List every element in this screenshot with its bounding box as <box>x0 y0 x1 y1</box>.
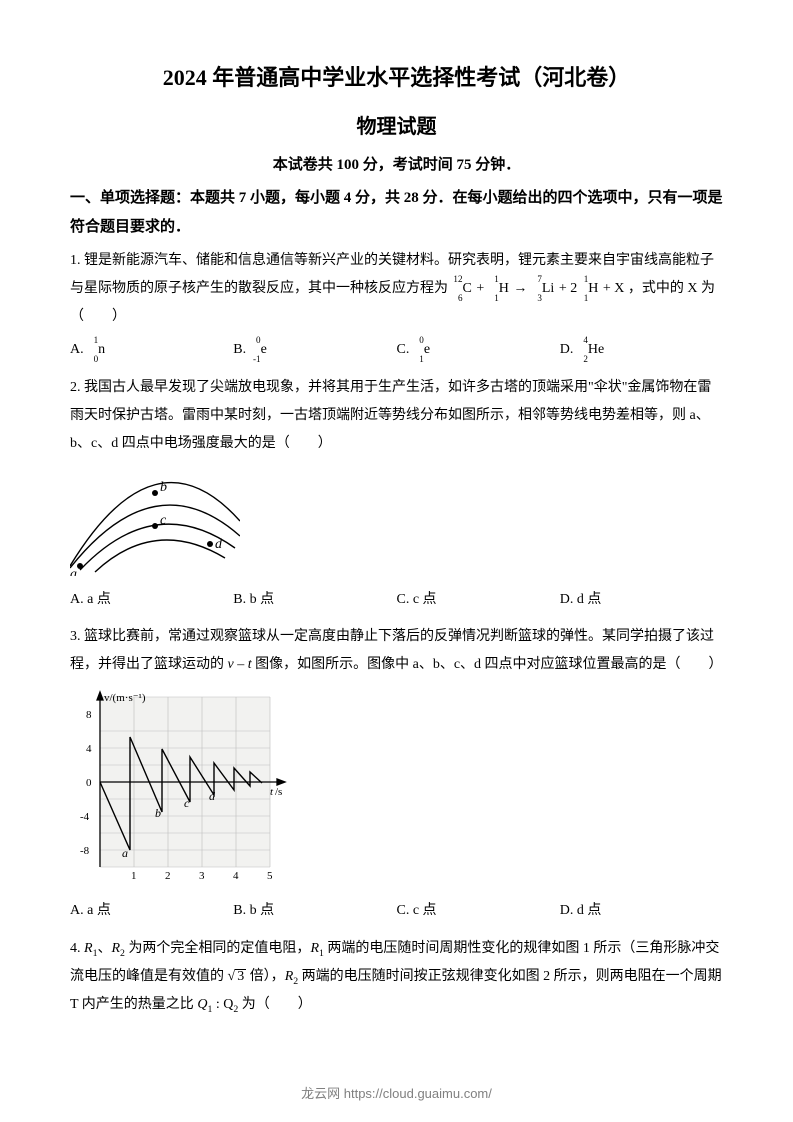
exam-info: 本试卷共 100 分，考试时间 75 分钟． <box>70 153 723 174</box>
svg-text:a: a <box>122 846 128 860</box>
question-3-options: A. a 点 B. b 点 C. c 点 D. d 点 <box>70 898 723 925</box>
svg-text:d: d <box>215 537 223 552</box>
exam-page: 2024 年普通高中学业水平选择性考试（河北卷） 物理试题 本试卷共 100 分… <box>0 0 793 1122</box>
svg-text:t: t <box>270 786 274 798</box>
svg-text:c: c <box>160 513 167 528</box>
q3-option-d: D. d 点 <box>560 898 723 925</box>
q1-option-b: B. 0-1e <box>233 337 396 364</box>
q1-equation: 126C + 11H → 73Li + 211H + X <box>452 281 628 296</box>
q1-option-c: C. 01e <box>397 337 560 364</box>
equipotential-diagram: a b c d <box>70 466 240 576</box>
question-3-figure: a b c d v/(m·s⁻¹) t/s 8 4 0 -4 -8 1 2 3 … <box>70 687 723 892</box>
q3-option-c: C. c 点 <box>397 898 560 925</box>
svg-text:0: 0 <box>86 777 92 789</box>
q3-option-b: B. b 点 <box>233 898 396 925</box>
svg-text:c: c <box>184 796 190 810</box>
question-1-text: 1. 锂是新能源汽车、储能和信息通信等新兴产业的关键材料。研究表明，锂元素主要来… <box>70 247 723 331</box>
svg-text:b: b <box>155 806 161 820</box>
svg-text:8: 8 <box>86 709 92 721</box>
q1-option-a: A. 10n <box>70 337 233 364</box>
q2-option-b: B. b 点 <box>233 587 396 614</box>
svg-text:d: d <box>209 789 216 803</box>
svg-text:4: 4 <box>86 743 92 755</box>
q4-text-f: 为（ ） <box>238 997 312 1012</box>
question-1-options: A. 10n B. 0-1e C. 01e D. 42He <box>70 337 723 364</box>
svg-text:/s: /s <box>275 786 282 798</box>
svg-text:b: b <box>160 480 167 495</box>
ylabel: v/(m·s⁻¹) <box>104 692 146 704</box>
q3-text-b: 图像，如图所示。图像中 a、b、c、d 四点中对应篮球位置最高的是（ ） <box>252 657 723 672</box>
svg-text:a: a <box>70 567 77 576</box>
question-2-figure: a b c d <box>70 466 723 581</box>
svg-text:-8: -8 <box>80 845 90 857</box>
question-3-text: 3. 篮球比赛前，常通过观察篮球从一定高度由静止下落后的反弹情况判断篮球的弹性。… <box>70 623 723 679</box>
q1-option-d: D. 42He <box>560 337 723 364</box>
q2-option-a: A. a 点 <box>70 587 233 614</box>
svg-text:-4: -4 <box>80 811 90 823</box>
page-title: 2024 年普通高中学业水平选择性考试（河北卷） <box>70 60 723 92</box>
svg-text:5: 5 <box>267 870 273 882</box>
q3-option-a: A. a 点 <box>70 898 233 925</box>
v-t-chart: a b c d v/(m·s⁻¹) t/s 8 4 0 -4 -8 1 2 3 … <box>70 687 290 887</box>
question-2-options: A. a 点 B. b 点 C. c 点 D. d 点 <box>70 587 723 614</box>
page-footer: 龙云网 https://cloud.guaimu.com/ <box>0 1083 793 1102</box>
svg-text:2: 2 <box>165 870 171 882</box>
svg-text:4: 4 <box>233 870 239 882</box>
svg-text:3: 3 <box>199 870 205 882</box>
section-1-heading: 一、单项选择题：本题共 7 小题，每小题 4 分，共 28 分．在每小题给出的四… <box>70 184 723 241</box>
question-4-text: 4. R1、R2 为两个完全相同的定值电阻，R1 两端的电压随时间周期性变化的规… <box>70 935 723 1019</box>
q2-option-c: C. c 点 <box>397 587 560 614</box>
question-2-text: 2. 我国古人最早发现了尖端放电现象，并将其用于生产生活，如许多古塔的顶端采用"… <box>70 374 723 458</box>
q4-text-a: 4. <box>70 941 84 956</box>
page-subtitle: 物理试题 <box>70 110 723 139</box>
q2-option-d: D. d 点 <box>560 587 723 614</box>
q4-text-d: 倍）， <box>246 969 285 984</box>
q4-text-b: 为两个完全相同的定值电阻， <box>125 941 311 956</box>
svg-text:1: 1 <box>131 870 137 882</box>
